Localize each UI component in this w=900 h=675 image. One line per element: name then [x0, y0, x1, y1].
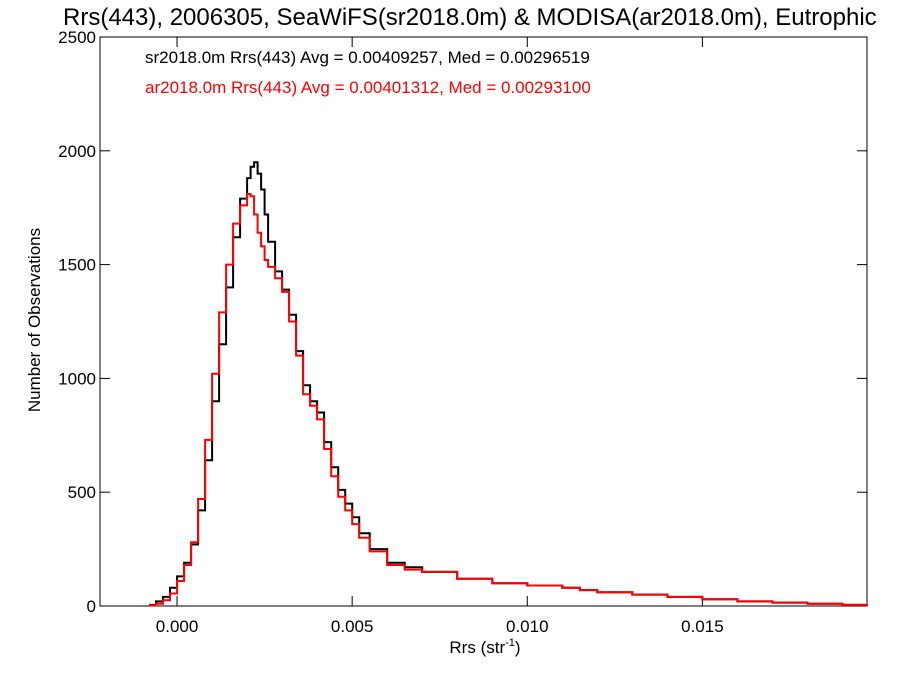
legend-entry-ar2018: ar2018.0m Rrs(443) Avg = 0.00401312, Med…: [145, 78, 591, 97]
series-line-ar2018: [149, 193, 868, 607]
x-axis: 0.000 0.005 0.010 0.015: [156, 37, 724, 636]
x-axis-label: Rrs (str-1): [449, 637, 520, 657]
y-tick-label: 1500: [58, 256, 96, 275]
y-tick-label: 2000: [58, 142, 96, 161]
x-tick-label: 0.005: [331, 617, 374, 636]
legend-entry-sr2018: sr2018.0m Rrs(443) Avg = 0.00409257, Med…: [145, 48, 590, 67]
y-tick-label: 1000: [58, 369, 96, 388]
y-axis-label: Number of Observations: [25, 228, 44, 412]
chart-title: Rrs(443), 2006305, SeaWiFS(sr2018.0m) & …: [63, 4, 877, 31]
y-axis: 0 500 1000 1500 2000 2500: [58, 28, 867, 616]
plot-frame: [99, 36, 868, 607]
series-layer: [149, 161, 868, 607]
x-tick-label: 0.015: [681, 617, 724, 636]
y-tick-label: 0: [87, 597, 96, 616]
x-tick-label: 0.000: [156, 617, 199, 636]
x-tick-label: 0.010: [506, 617, 549, 636]
y-tick-label: 2500: [58, 28, 96, 47]
y-tick-label: 500: [68, 483, 96, 502]
legend: sr2018.0m Rrs(443) Avg = 0.00409257, Med…: [145, 48, 591, 97]
